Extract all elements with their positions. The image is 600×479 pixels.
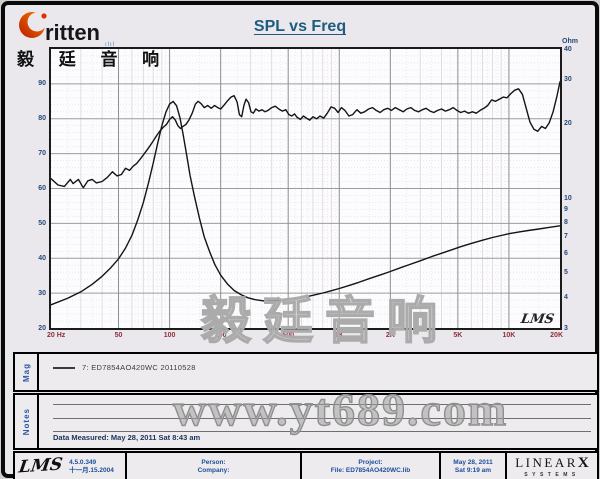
x-tick-label: 1K: [334, 332, 344, 339]
chart-plot-area: [51, 49, 560, 328]
y-right-tick-label: 8: [564, 218, 568, 226]
right-axis-unit-label: Ohm: [562, 38, 578, 45]
footer-person-cell: Person: Company:: [127, 453, 302, 479]
y-left-tick-label: 60: [38, 185, 46, 192]
x-tick-label: 100: [163, 332, 176, 339]
y-right-tick-label: 30: [564, 76, 572, 84]
y-right-tick-label: 6: [564, 249, 568, 257]
notes-side-strip: Notes: [15, 395, 39, 448]
y-left-tick-label: 50: [38, 219, 46, 227]
y-right-tick-label: 40: [564, 45, 572, 53]
brand-swoosh-icon: [17, 9, 51, 44]
note-rule-line: [53, 404, 591, 405]
linearx-x: X: [577, 454, 589, 471]
x-tick-label: 500: [282, 332, 295, 339]
footer-date: May 28, 2011: [453, 458, 493, 466]
x-tick-label: 20 Hz: [47, 332, 66, 339]
lms-logo: LMS: [17, 454, 64, 478]
lms-version: 4.5.0.349: [69, 458, 97, 466]
y-left-tick-label: 70: [38, 150, 46, 158]
legend-box: Mag 7: ED7854AO420WC 20110528: [13, 352, 599, 392]
y-left-tick-label: 80: [38, 115, 46, 123]
spl-freq-chart: Ohm LMS 90 80 70 60 50 40 30 20 40 30 20 10 9 8 7 6 5 4 3 2…: [38, 38, 578, 339]
y-right-tick-label: 10: [564, 194, 572, 202]
y-right-tick-label: 7: [564, 233, 568, 241]
footer-bar: LMS 4.5.0.349 十一月.15.2004 Person: Compan…: [13, 451, 599, 479]
x-tick-label: 20K: [550, 332, 563, 339]
legend-side-label: Mag: [21, 362, 31, 382]
notes-content: Data Measured: May 28, 2011 Sat 8:43 am: [39, 395, 597, 448]
page-title: SPL vs Freq: [253, 18, 347, 35]
brand-name: ritten: [45, 20, 100, 45]
brand-logo: ritten ılıl 毅 廷 音 响: [17, 9, 187, 69]
project-label: Project:: [358, 458, 383, 466]
linearx-logo: LINEAR X: [515, 454, 589, 471]
legend-content: 7: ED7854AO420WC 20110528: [39, 354, 597, 390]
linearx-systems-text: SYSTEMS: [524, 471, 580, 478]
y-right-tick-label: 5: [564, 269, 568, 277]
footer-project-cell: Project: File: ED7854AO420WC.lib: [302, 453, 441, 479]
y-right-tick-label: 20: [564, 120, 572, 128]
legend-row: 7: ED7854AO420WC 20110528: [53, 363, 196, 372]
y-left-tick-label: 20: [38, 324, 46, 332]
logo-decoration: ılıl: [105, 42, 115, 48]
legend-line-sample: [53, 366, 75, 369]
company-label: Company:: [197, 467, 230, 474]
y-right-tick-label: 3: [564, 324, 568, 332]
y-left-tick-label: 40: [38, 254, 46, 262]
legend-side-strip: Mag: [15, 354, 39, 390]
x-tick-label: 50: [114, 332, 123, 339]
brand-chinese-name: 毅 廷 音 响: [17, 50, 170, 69]
y-left-tick-label: 90: [38, 80, 46, 88]
person-label: Person:: [201, 458, 226, 466]
legend-entry: 7: ED7854AO420WC 20110528: [82, 363, 196, 372]
lms-corner-mark: LMS: [519, 312, 556, 327]
notes-side-label: Notes: [21, 407, 31, 436]
x-tick-label: 5K: [453, 332, 463, 339]
y-right-tick-label: 4: [564, 293, 568, 301]
y-left-tick-label: 30: [38, 289, 46, 297]
linearx-text: LINEAR: [515, 454, 578, 470]
data-measured-text: Data Measured: May 28, 2011 Sat 8:43 am: [53, 433, 201, 442]
footer-lms-cell: LMS 4.5.0.349 十一月.15.2004: [15, 453, 127, 479]
footer-linearx-cell: LINEAR X SYSTEMS: [507, 453, 597, 479]
x-tick-label: 2K: [385, 332, 395, 339]
x-tick-label: 10K: [502, 332, 516, 339]
footer-date-cell: May 28, 2011 Sat 9:19 am: [441, 453, 507, 479]
x-tick-label: 200: [214, 332, 227, 339]
notes-box: Notes Data Measured: May 28, 2011 Sat 8:…: [13, 393, 599, 450]
lms-version-date: 十一月.15.2004: [69, 467, 114, 474]
project-file: File: ED7854AO420WC.lib: [330, 467, 411, 474]
note-rule-line: [53, 418, 591, 419]
footer-time: Sat 9:19 am: [454, 467, 492, 474]
y-right-tick-label: 9: [564, 206, 568, 214]
note-rule-line: [53, 431, 591, 432]
